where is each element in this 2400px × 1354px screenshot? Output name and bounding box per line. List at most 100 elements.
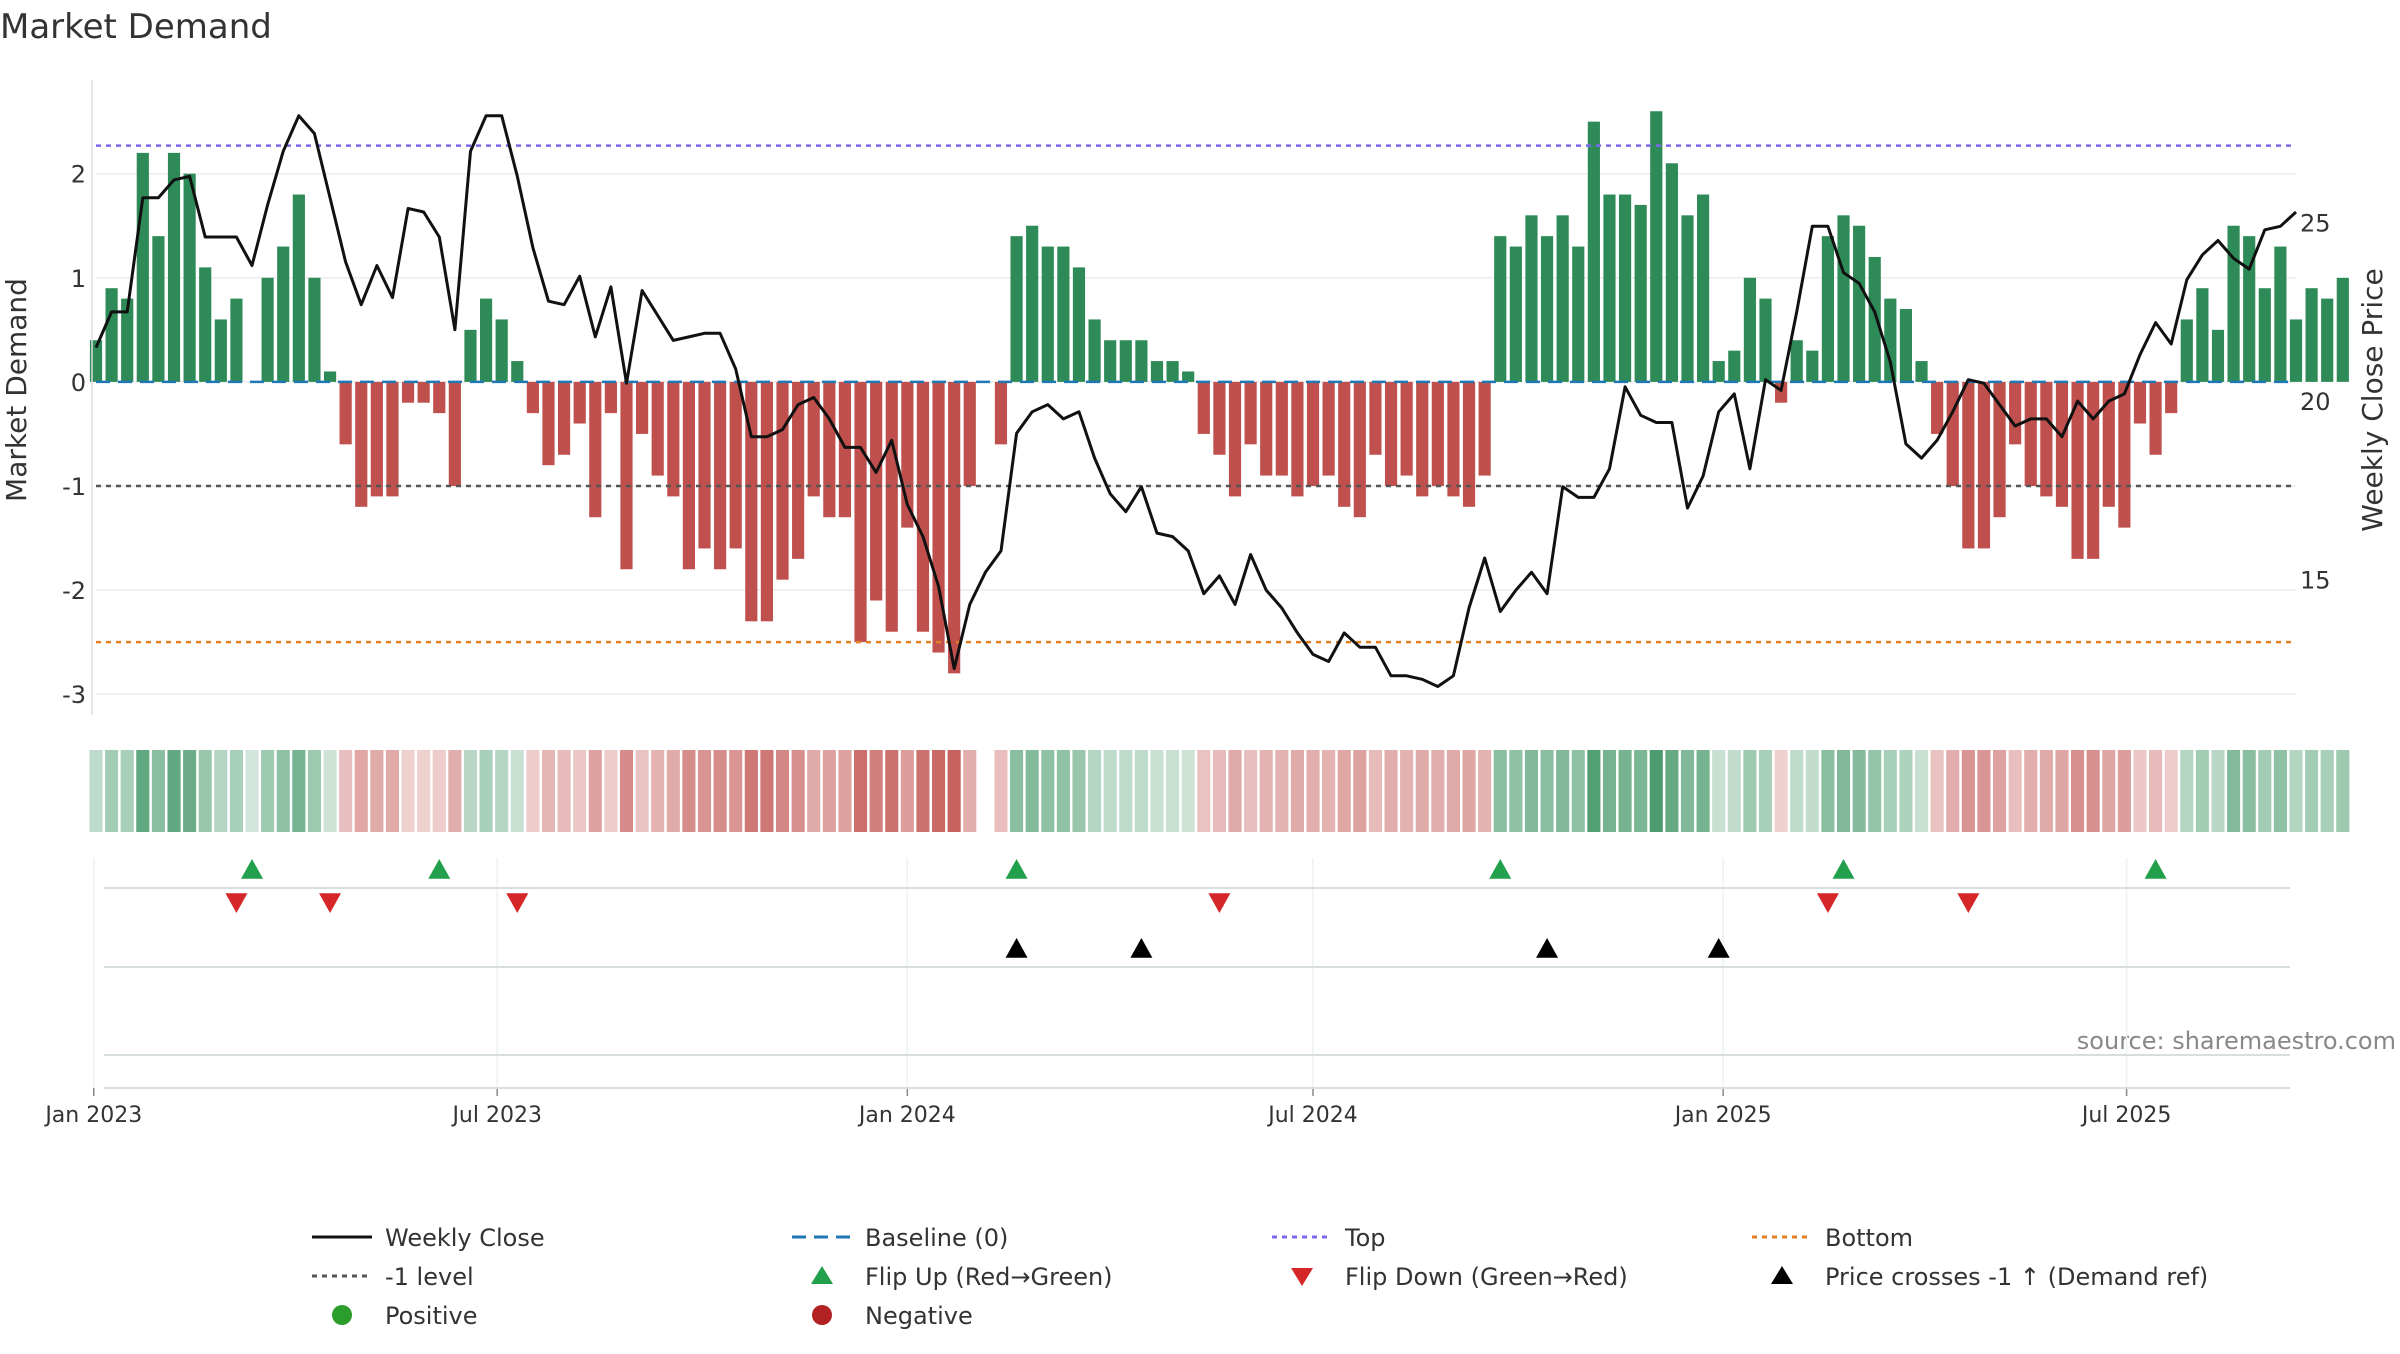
demand-bar [1993,381,2006,518]
heat-strip-cell [1774,750,1788,832]
heat-strip-cell [432,750,446,832]
heat-strip-cell [760,750,774,832]
demand-bar [1353,381,1366,518]
demand-bar [1072,267,1086,382]
demand-bar [1837,215,1850,382]
heat-strip-cell [729,750,743,832]
x-tick-label: Jan 2023 [43,1103,142,1128]
heat-strip-cell [229,750,243,832]
flip-up-marker [1489,859,1512,879]
heat-strip-cell [932,750,946,832]
demand-bar [2196,288,2209,382]
heat-strip-cell [1961,750,1975,832]
demand-bar [807,381,820,497]
demand-bar [558,381,571,455]
legend-swatch-flip-up [811,1266,833,1284]
demand-bar [714,381,727,570]
heat-strip-cell [853,750,868,832]
demand-bar [948,381,961,674]
demand-bar [1322,381,1335,476]
demand-bar [308,277,321,382]
demand-bar [651,381,664,476]
heat-strip-cell [1946,750,1960,832]
demand-bar [1026,225,1039,382]
demand-bar [1260,381,1273,476]
demand-bar [589,381,602,518]
demand-bar [1447,381,1460,497]
heat-strip-cell [2258,750,2272,832]
y-tick-label: 0 [71,369,86,397]
heat-strip-cell [635,750,649,832]
heat-strip-cell [323,750,337,832]
x-tick-label: Jan 2025 [1673,1103,1772,1128]
heat-strip-cell [1790,750,1804,832]
heat-strip-cell [1290,750,1304,832]
heat-strip-cell [1634,750,1648,832]
demand-bar [792,381,805,559]
heat-strip-cell [183,750,197,832]
heat-strip-cell [1431,750,1445,832]
demand-bar [1790,340,1803,382]
legend-swatch-negative [812,1305,832,1325]
demand-bar [292,194,305,382]
demand-bar [2087,381,2100,559]
demand-bar [1962,381,1975,549]
heat-strip-cell [573,750,587,832]
demand-bar [1088,319,1101,382]
heat-strip-cell [2071,750,2085,832]
demand-bar [199,267,212,382]
demand-bar [136,152,149,382]
heat-strip-cell [541,750,556,832]
demand-bar [1041,246,1054,382]
heat-strip-cell [1275,750,1289,832]
heat-strip-cell [1524,750,1539,832]
demand-bar [854,381,867,643]
legend-label-flip-up: Flip Up (Red→Green) [865,1263,1113,1291]
heat-strip-cell [1259,750,1273,832]
heat-strip-cell [1665,750,1679,832]
heat-strip-cell [2055,750,2069,832]
legend-label-minus-one: -1 level [385,1263,474,1291]
legend: Weekly Close Baseline (0) Top Bottom -1 leve… [312,1224,2208,1330]
heat-strip-cell [2008,750,2022,832]
heat-strip-cell [370,750,384,832]
demand-bar [2211,329,2225,382]
heat-strip-cell [245,750,259,832]
flip-up-marker [2144,859,2167,879]
demand-bar [1712,361,1725,382]
flip-down-marker [1208,893,1231,913]
legend-label-baseline: Baseline (0) [865,1224,1008,1252]
heat-strip-cell [479,750,493,832]
heat-strip-cell [136,750,150,832]
heat-strip-cell [1244,750,1258,832]
heat-strip-cell [526,750,540,832]
demand-bar [2040,381,2053,497]
demand-bar [105,288,118,382]
heat-strip-cell [1010,750,1024,832]
demand-bar [1119,340,1132,382]
heat-strip-cell [2133,750,2147,832]
legend-swatch-flip-down [1291,1268,1313,1286]
price-cross-marker [1130,938,1153,958]
demand-bar [167,152,181,382]
heat-strip-cell [417,750,431,832]
chart-title: Market Demand [0,7,272,47]
heat-strip-cell [1649,750,1663,832]
demand-bar [1400,381,1413,476]
heat-strip-cell [947,750,961,832]
demand-bar [464,329,477,382]
demand-bar [2274,246,2287,382]
heat-strip-cell [791,750,805,832]
demand-bar [729,381,742,549]
heat-strip-cell [120,750,134,832]
heat-strip-cell [2336,750,2350,832]
price-cross-marker [1707,938,1730,958]
flip-up-marker [241,859,264,879]
demand-bar [620,381,633,570]
heat-strip-cell [651,750,665,832]
demand-bar [1010,236,1023,382]
heat-strip-cell [198,750,212,832]
grid-layer [93,172,2296,1088]
demand-bar [152,236,165,382]
heat-strip-cell [1836,750,1851,832]
